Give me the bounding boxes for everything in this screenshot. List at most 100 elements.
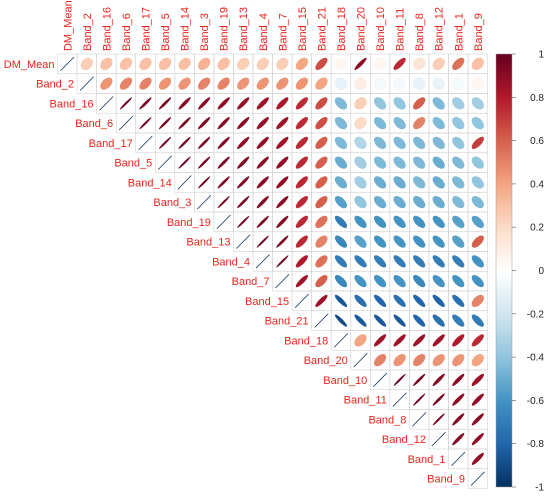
cell-band-17--band-8 — [409, 132, 430, 154]
cell-band-10--band-1 — [448, 369, 469, 391]
cell-band-6--band-12 — [428, 112, 449, 134]
cell-band-17--band-20 — [350, 132, 371, 154]
cell-band-4--band-20 — [350, 251, 371, 272]
cell-band-5--band-4 — [252, 152, 273, 173]
col-label-band-18: Band_18 — [336, 7, 348, 51]
column-labels: DM_Mean Band_2 Band_16 Band_6 Band_17 Band_5 B… — [62, 0, 485, 51]
ellipse-mark — [432, 116, 445, 130]
cell-band-2--band-7 — [272, 73, 293, 94]
cell-band-6--band-15 — [291, 112, 312, 134]
ellipse-mark — [334, 294, 348, 308]
ellipse-mark — [452, 97, 465, 110]
ellipse-mark — [334, 156, 348, 169]
diagonal-mark — [197, 194, 212, 210]
row-label-band-1: Band_1 — [408, 454, 446, 466]
cell-band-3--band-18 — [330, 191, 352, 213]
ellipse-mark — [471, 393, 485, 406]
row-label-band-21: Band_21 — [265, 316, 309, 328]
row-label-band-9: Band_9 — [427, 474, 465, 486]
ellipse-mark — [412, 57, 426, 71]
ellipse-mark — [256, 57, 270, 71]
ellipse-mark — [412, 294, 426, 308]
cell-band-16--band-19 — [213, 93, 234, 114]
ellipse-mark — [432, 215, 445, 229]
ellipse-mark — [432, 235, 445, 248]
cell-dm-mean--band-21 — [311, 53, 332, 75]
ellipse-mark — [334, 274, 348, 288]
cell-band-17--band-15 — [291, 132, 312, 154]
diagonal-mark — [255, 254, 270, 269]
col-label-band-12: Band_12 — [434, 7, 446, 51]
cell-band-10--band-9 — [467, 369, 488, 391]
ellipse-mark — [452, 314, 465, 327]
ellipse-mark — [256, 77, 270, 90]
cell-band-6--band-5 — [154, 112, 176, 134]
ellipse-mark — [471, 373, 485, 387]
cell-band-13--band-21 — [311, 231, 332, 252]
cell-band-1--band-9 — [467, 448, 488, 470]
ellipse-mark — [100, 77, 113, 90]
cell-band-5--band-5 — [154, 152, 176, 173]
ellipse-mark — [471, 334, 485, 347]
ellipse-mark — [315, 116, 328, 130]
ellipse-mark — [256, 156, 269, 169]
cell-dm-mean--band-12 — [428, 53, 449, 75]
cell-dm-mean--band-16 — [96, 53, 117, 75]
cell-band-14--band-4 — [252, 172, 273, 193]
ellipse-mark — [452, 57, 465, 71]
ellipse-mark — [334, 176, 348, 189]
cell-band-19--band-15 — [291, 211, 312, 233]
ellipse-mark — [295, 116, 309, 130]
cell-band-15--band-18 — [330, 290, 352, 312]
cell-band-15--band-9 — [467, 290, 488, 312]
ellipse-mark — [197, 176, 211, 189]
col-label-dm-mean: DM_Mean — [62, 0, 74, 51]
col-label-band-14: Band_14 — [180, 7, 192, 51]
ellipse-mark — [354, 116, 367, 130]
cell-band-4--band-12 — [428, 251, 449, 272]
cell-band-5--band-12 — [428, 152, 449, 173]
ellipse-mark — [217, 116, 230, 130]
cell-dm-mean--band-11 — [389, 53, 410, 75]
ellipse-mark — [276, 235, 289, 248]
cell-band-13--band-8 — [409, 231, 430, 252]
ellipse-mark — [315, 255, 328, 268]
cell-band-20--band-10 — [369, 349, 391, 371]
diagonal-mark — [392, 392, 407, 407]
ellipse-mark — [217, 176, 230, 189]
ellipse-mark — [354, 195, 367, 209]
cell-band-21--band-12 — [428, 310, 449, 331]
col-label-band-20: Band_20 — [356, 7, 368, 51]
diagonal-mark — [373, 372, 388, 388]
ellipse-mark — [276, 57, 289, 71]
cell-band-3--band-3 — [194, 191, 215, 213]
cell-band-16--band-10 — [369, 93, 391, 114]
cell-band-5--band-8 — [409, 152, 430, 173]
ellipse-mark — [432, 353, 445, 367]
correlation-cells — [57, 53, 488, 489]
color-legend-tick-label: 0.6 — [530, 136, 544, 147]
cell-band-19--band-8 — [409, 211, 430, 233]
cell-band-14--band-13 — [233, 172, 254, 193]
cell-band-14--band-20 — [350, 172, 371, 193]
diagonal-mark — [412, 412, 427, 427]
ellipse-mark — [412, 156, 426, 169]
ellipse-mark — [315, 136, 328, 150]
ellipse-mark — [452, 413, 465, 426]
cell-band-19--band-11 — [389, 211, 410, 233]
ellipse-mark — [432, 334, 445, 347]
ellipse-mark — [276, 255, 289, 268]
ellipse-mark — [373, 136, 387, 150]
cell-band-5--band-14 — [174, 152, 195, 173]
ellipse-mark — [315, 77, 328, 90]
cell-band-14--band-15 — [291, 172, 312, 193]
ellipse-mark — [237, 156, 250, 169]
ellipse-mark — [432, 393, 445, 406]
diagonal-mark — [451, 451, 466, 467]
cell-band-19--band-18 — [330, 211, 352, 233]
cell-band-18--band-11 — [389, 330, 410, 351]
row-label-band-18: Band_18 — [284, 335, 328, 347]
cell-band-16--band-21 — [311, 93, 332, 114]
cell-band-3--band-9 — [467, 191, 488, 213]
cell-band-13--band-13 — [233, 231, 254, 252]
